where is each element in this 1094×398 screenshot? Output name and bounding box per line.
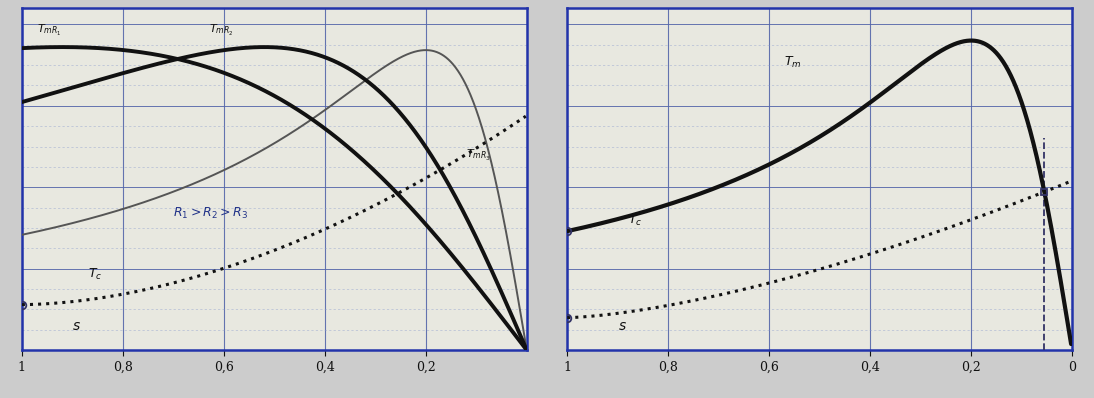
- Text: $T_c$: $T_c$: [628, 213, 642, 228]
- Text: $s$: $s$: [72, 319, 81, 333]
- Text: $T_m$: $T_m$: [784, 55, 802, 70]
- Text: $T_c$: $T_c$: [88, 267, 102, 283]
- Text: $T_{mR_1}$: $T_{mR_1}$: [37, 23, 61, 39]
- Text: $T_{mR_3}$: $T_{mR_3}$: [466, 148, 491, 163]
- Text: $s$: $s$: [618, 319, 627, 333]
- Text: $R_1 > R_2 > R_3$: $R_1 > R_2 > R_3$: [173, 206, 248, 221]
- Text: $T_{mR_2}$: $T_{mR_2}$: [209, 23, 233, 39]
